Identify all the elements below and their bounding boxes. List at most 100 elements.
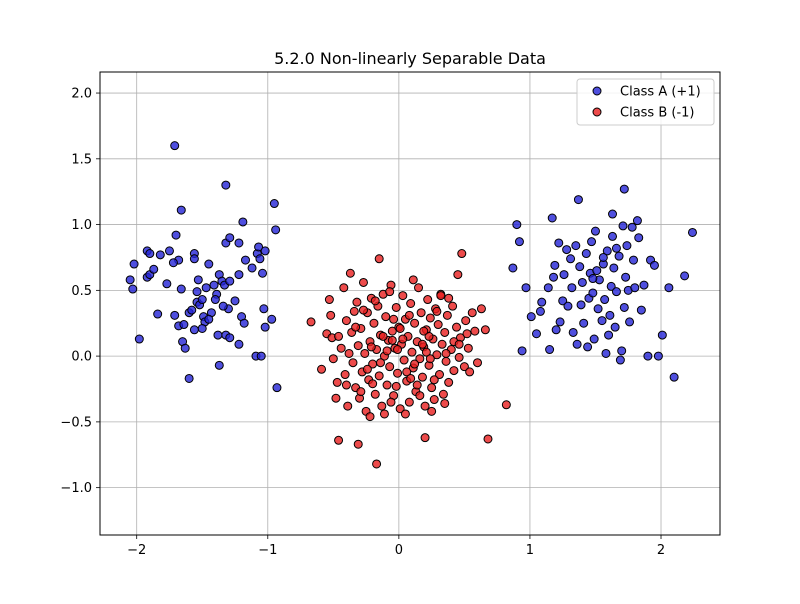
y-tick-label: 0.5	[71, 284, 92, 299]
data-point	[417, 339, 427, 349]
data-point	[343, 401, 353, 411]
data-point	[189, 325, 199, 335]
data-point	[615, 355, 625, 365]
legend-marker	[592, 107, 602, 117]
data-point	[476, 304, 486, 314]
data-point	[434, 370, 444, 380]
data-point	[415, 391, 425, 401]
data-point	[351, 322, 361, 332]
data-point	[391, 302, 401, 312]
data-point	[197, 323, 207, 333]
data-point	[149, 264, 159, 274]
data-point	[399, 355, 409, 365]
data-point	[605, 310, 615, 320]
series-class-a	[125, 141, 697, 393]
x-tick-label: 1	[526, 543, 534, 558]
data-point	[398, 291, 408, 301]
data-point	[372, 459, 382, 469]
data-point	[404, 397, 414, 407]
data-point	[340, 370, 350, 380]
data-point	[368, 379, 378, 389]
y-tick-label: 1.5	[71, 152, 92, 167]
data-point	[134, 334, 144, 344]
data-point	[480, 325, 490, 335]
data-point	[204, 314, 214, 324]
data-point	[153, 309, 163, 319]
data-point	[429, 375, 439, 385]
data-point	[193, 275, 203, 285]
data-point	[369, 318, 379, 328]
data-point	[176, 205, 186, 215]
data-point	[501, 400, 511, 410]
data-point	[459, 362, 469, 372]
y-tick-label: 2.0	[71, 87, 92, 102]
data-point	[628, 255, 638, 265]
data-point	[391, 381, 401, 391]
data-point	[454, 352, 464, 362]
data-point	[381, 312, 391, 322]
data-point	[437, 339, 447, 349]
data-point	[440, 327, 450, 337]
data-point	[234, 238, 244, 248]
data-point	[377, 401, 387, 411]
data-point	[457, 249, 467, 259]
data-point	[258, 268, 268, 278]
data-point	[425, 354, 435, 364]
data-point	[512, 220, 522, 230]
data-point	[348, 358, 358, 368]
data-point	[168, 258, 178, 268]
data-point	[657, 330, 667, 340]
data-point	[272, 383, 282, 393]
data-point	[420, 401, 430, 411]
data-point	[463, 343, 473, 353]
data-point	[588, 288, 598, 298]
data-point	[213, 330, 223, 340]
data-point	[606, 281, 616, 291]
data-point	[184, 373, 194, 383]
data-point	[225, 276, 235, 286]
data-point	[508, 263, 518, 273]
data-point	[176, 284, 186, 294]
data-point	[345, 268, 355, 278]
data-point	[353, 439, 363, 449]
data-point	[378, 331, 388, 341]
data-point	[370, 296, 380, 306]
data-point	[425, 313, 435, 323]
data-point	[483, 434, 493, 444]
data-point	[408, 275, 418, 285]
x-tick-label: 2	[657, 543, 665, 558]
data-point	[164, 246, 174, 256]
data-point	[576, 300, 586, 310]
data-point	[611, 287, 621, 297]
data-point	[653, 351, 663, 361]
data-point	[365, 412, 375, 422]
data-point	[376, 358, 386, 368]
data-point	[404, 310, 414, 320]
data-point	[442, 310, 452, 320]
data-point	[234, 339, 244, 349]
data-point	[517, 346, 527, 356]
data-point	[225, 233, 235, 243]
data-point	[344, 348, 354, 358]
data-point	[400, 409, 410, 419]
data-point	[465, 367, 475, 377]
data-point	[625, 317, 635, 327]
data-point	[187, 305, 197, 315]
legend-box	[576, 78, 715, 126]
data-point	[334, 331, 344, 341]
data-point	[234, 270, 244, 280]
data-point	[589, 334, 599, 344]
data-point	[417, 372, 427, 382]
data-point	[590, 226, 600, 236]
data-point	[587, 237, 597, 247]
data-point	[617, 346, 627, 356]
data-point	[382, 380, 392, 390]
data-point	[531, 329, 541, 339]
data-point	[382, 346, 392, 356]
data-point	[349, 306, 359, 316]
data-point	[427, 406, 437, 416]
legend-label: Class A (+1)	[620, 85, 701, 100]
data-point	[441, 348, 451, 358]
data-point	[414, 283, 424, 293]
